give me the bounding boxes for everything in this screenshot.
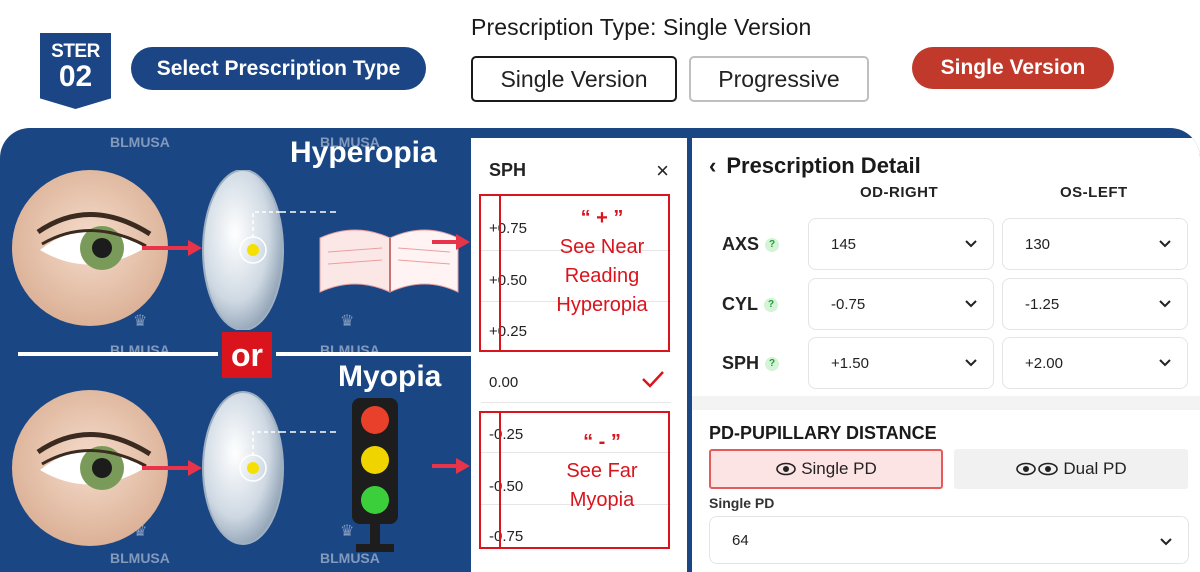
sph-picker-title: SPH [489, 160, 527, 180]
traffic-light-icon [352, 398, 398, 552]
step-label: STER [51, 41, 100, 62]
divider-line [276, 352, 471, 356]
minus-sign: “ - ” [583, 431, 621, 453]
sph-option[interactable]: +0.75 [489, 220, 527, 237]
watermark: BLMUSA [110, 550, 170, 566]
eye-icon [776, 462, 796, 476]
help-icon[interactable]: ? [765, 238, 780, 253]
step-number: 02 [58, 60, 93, 93]
select-prescription-type-label: Select Prescription Type [131, 47, 426, 90]
axs-right-select[interactable]: 145 [808, 218, 994, 270]
single-pd-label: Single PD [709, 495, 775, 511]
axs-label: AXS? [722, 234, 780, 255]
sph-label: SPH? [722, 353, 780, 374]
sph-picker: SPH × +0.75 +0.50 +0.25 0.00 -0.25 -0.50… [471, 138, 687, 572]
crown-icon: ♛ [340, 523, 355, 540]
detail-header: ‹ Prescription Detail [709, 153, 921, 179]
hyperopia-illustration [12, 170, 459, 330]
cyl-label: CYL? [722, 294, 778, 315]
plus-note-line: See Near [559, 236, 645, 258]
sph-right-select[interactable]: +1.50 [808, 337, 994, 389]
main-panel: BLMUSA BLMUSA BLMUSA BLMUSA BLMUSA BLMUS… [0, 128, 1200, 572]
sph-option-selected[interactable]: 0.00 [489, 374, 519, 391]
chevron-down-icon [1159, 300, 1171, 308]
hyperopia-label: Hyperopia [290, 136, 437, 169]
arrow-icon [432, 234, 470, 250]
eye-icon [1016, 462, 1037, 476]
cyl-right-select[interactable]: -0.75 [808, 278, 994, 330]
or-label: or [222, 332, 272, 378]
axs-left-select[interactable]: 130 [1002, 218, 1188, 270]
sph-option[interactable]: -0.50 [489, 478, 524, 495]
prescription-detail-panel: ‹ Prescription Detail OD-RIGHT OS-LEFT AX… [692, 138, 1200, 572]
progressive-option[interactable]: Progressive [689, 56, 869, 102]
divider-line [18, 352, 218, 356]
os-left-header: OS-LEFT [1060, 184, 1128, 201]
chevron-down-icon [965, 240, 977, 248]
help-icon[interactable]: ? [765, 357, 780, 372]
minus-note-line: Myopia [569, 489, 635, 511]
check-icon [642, 371, 664, 388]
lens-icon [202, 391, 284, 545]
minus-note: “ - ” See Far Myopia [535, 428, 669, 515]
chevron-down-icon [965, 359, 977, 367]
crown-icon: ♛ [133, 313, 148, 330]
minus-note-line: See Far [566, 460, 638, 482]
single-version-option[interactable]: Single Version [471, 56, 677, 102]
section-divider [692, 396, 1200, 410]
back-icon[interactable]: ‹ [709, 153, 717, 178]
watermark: BLMUSA [320, 550, 380, 566]
sph-option[interactable]: +0.25 [489, 323, 527, 340]
book-icon [319, 229, 459, 293]
myopia-illustration [12, 390, 398, 552]
arrow-icon [432, 458, 470, 474]
chevron-down-icon [1160, 538, 1172, 546]
dual-pd-button[interactable]: Dual PD [954, 449, 1188, 489]
sph-option[interactable]: -0.25 [489, 426, 524, 443]
minus-range-box [479, 411, 670, 549]
cyl-left-select[interactable]: -1.25 [1002, 278, 1188, 330]
watermark: BLMUSA [110, 134, 170, 150]
detail-title: Prescription Detail [726, 153, 921, 178]
step-badge: STER 02 [40, 33, 111, 109]
plus-range-box [479, 194, 670, 352]
selected-type-badge: Single Version [912, 47, 1114, 89]
close-icon[interactable]: × [656, 158, 669, 183]
eye-icon [1038, 462, 1059, 476]
sph-left-select[interactable]: +2.00 [1002, 337, 1188, 389]
myopia-label: Myopia [338, 360, 442, 393]
chevron-down-icon [1159, 240, 1171, 248]
plus-note: “ + ” See Near Reading Hyperopia [535, 204, 669, 320]
plus-note-line: Hyperopia [556, 294, 648, 316]
single-pd-select[interactable]: 64 [709, 516, 1189, 564]
single-pd-button[interactable]: Single PD [709, 449, 943, 489]
help-icon[interactable]: ? [764, 298, 778, 313]
plus-note-line: Reading [564, 265, 640, 287]
watermark: BLMUSA [320, 134, 380, 150]
sph-option[interactable]: -0.75 [489, 528, 524, 545]
crown-icon: ♛ [340, 313, 355, 330]
prescription-type-title: Prescription Type: Single Version [471, 14, 812, 40]
lens-icon [202, 170, 284, 330]
od-right-header: OD-RIGHT [860, 184, 939, 201]
sph-option[interactable]: +0.50 [489, 272, 527, 289]
chevron-down-icon [965, 300, 977, 308]
plus-sign: “ + ” [580, 207, 624, 229]
chevron-down-icon [1159, 359, 1171, 367]
pd-section-title: PD-PUPILLARY DISTANCE [709, 423, 937, 443]
